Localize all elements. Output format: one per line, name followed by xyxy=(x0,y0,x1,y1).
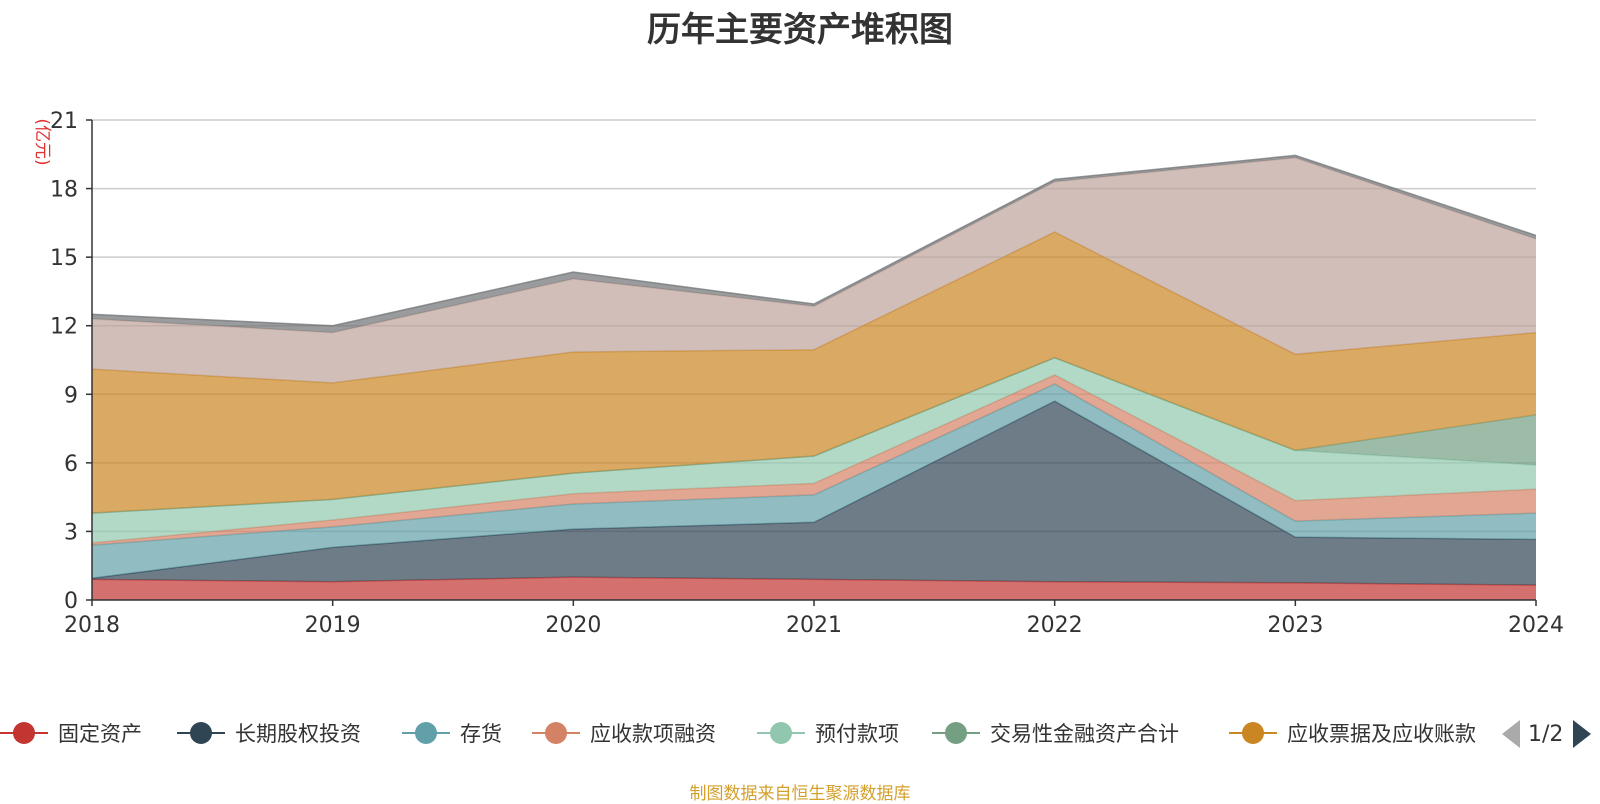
legend-marker-icon xyxy=(0,720,48,746)
y-tick-label: 6 xyxy=(64,452,78,477)
x-tick-label: 2023 xyxy=(1267,613,1323,638)
legend-item[interactable]: 交易性金融资产合计 xyxy=(932,716,1179,750)
y-tick-label: 0 xyxy=(64,589,78,614)
x-tick-label: 2024 xyxy=(1508,613,1564,638)
legend-next-page-icon[interactable] xyxy=(1573,720,1592,748)
legend-label: 交易性金融资产合计 xyxy=(990,722,1179,746)
legend-prev-page-icon[interactable] xyxy=(1502,720,1520,748)
legend-label: 长期股权投资 xyxy=(235,722,361,746)
stacked-areas xyxy=(91,154,1537,600)
y-tick-label: 12 xyxy=(50,315,78,340)
legend-label: 应收款项融资 xyxy=(590,722,716,746)
area-edge-series-8 xyxy=(91,154,1537,327)
y-tick-label: 3 xyxy=(64,520,78,545)
area-series-1[interactable] xyxy=(92,401,1536,586)
x-tick-label: 2020 xyxy=(545,613,601,638)
chart-title: 历年主要资产堆积图 xyxy=(647,10,953,50)
legend-item[interactable]: 应收票据及应收账款 xyxy=(1229,716,1476,750)
legend-marker-icon xyxy=(757,720,805,746)
legend-item[interactable]: 长期股权投资 xyxy=(177,716,361,750)
y-tick-label: 15 xyxy=(50,246,78,271)
legend-label: 预付款项 xyxy=(815,722,899,746)
legend-marker-icon xyxy=(177,720,225,746)
legend-item[interactable]: 预付款项 xyxy=(757,716,899,750)
legend: 固定资产 长期股权投资 存货 应收款项融资 预付款项 交易性金融资产合计 应收票据及应收账款 xyxy=(0,716,1600,756)
data-source-note: 制图数据来自恒生聚源数据库 xyxy=(689,784,911,804)
x-tick-label: 2018 xyxy=(64,613,120,638)
legend-label: 应收票据及应收账款 xyxy=(1287,722,1476,746)
legend-label: 固定资产 xyxy=(58,722,142,746)
y-tick-label: 9 xyxy=(64,383,78,408)
area-series-7[interactable] xyxy=(92,157,1536,383)
legend-marker-icon xyxy=(932,720,980,746)
legend-pager: 1/2 xyxy=(1502,720,1592,748)
legend-item[interactable]: 固定资产 xyxy=(0,716,142,750)
y-axis-unit-label: (亿元) xyxy=(32,118,52,165)
legend-label: 存货 xyxy=(460,722,502,746)
x-tick-label: 2021 xyxy=(786,613,842,638)
y-tick-label: 21 xyxy=(50,109,78,134)
legend-item[interactable]: 存货 xyxy=(402,716,502,750)
area-series-6[interactable] xyxy=(92,232,1536,514)
legend-marker-icon xyxy=(1229,720,1277,746)
legend-marker-icon xyxy=(532,720,580,746)
area-series-2[interactable] xyxy=(92,384,1536,579)
axes: 0 3 6 9 12 15 18 21 2018 2019 2020 2021 2022 2023 2024 xyxy=(50,109,1564,638)
legend-page-indicator: 1/2 xyxy=(1528,721,1564,747)
legend-item[interactable]: 应收款项融资 xyxy=(532,716,716,750)
y-tick-label: 18 xyxy=(50,178,78,203)
x-tick-label: 2022 xyxy=(1027,613,1083,638)
legend-marker-icon xyxy=(402,720,450,746)
x-tick-label: 2019 xyxy=(305,613,361,638)
